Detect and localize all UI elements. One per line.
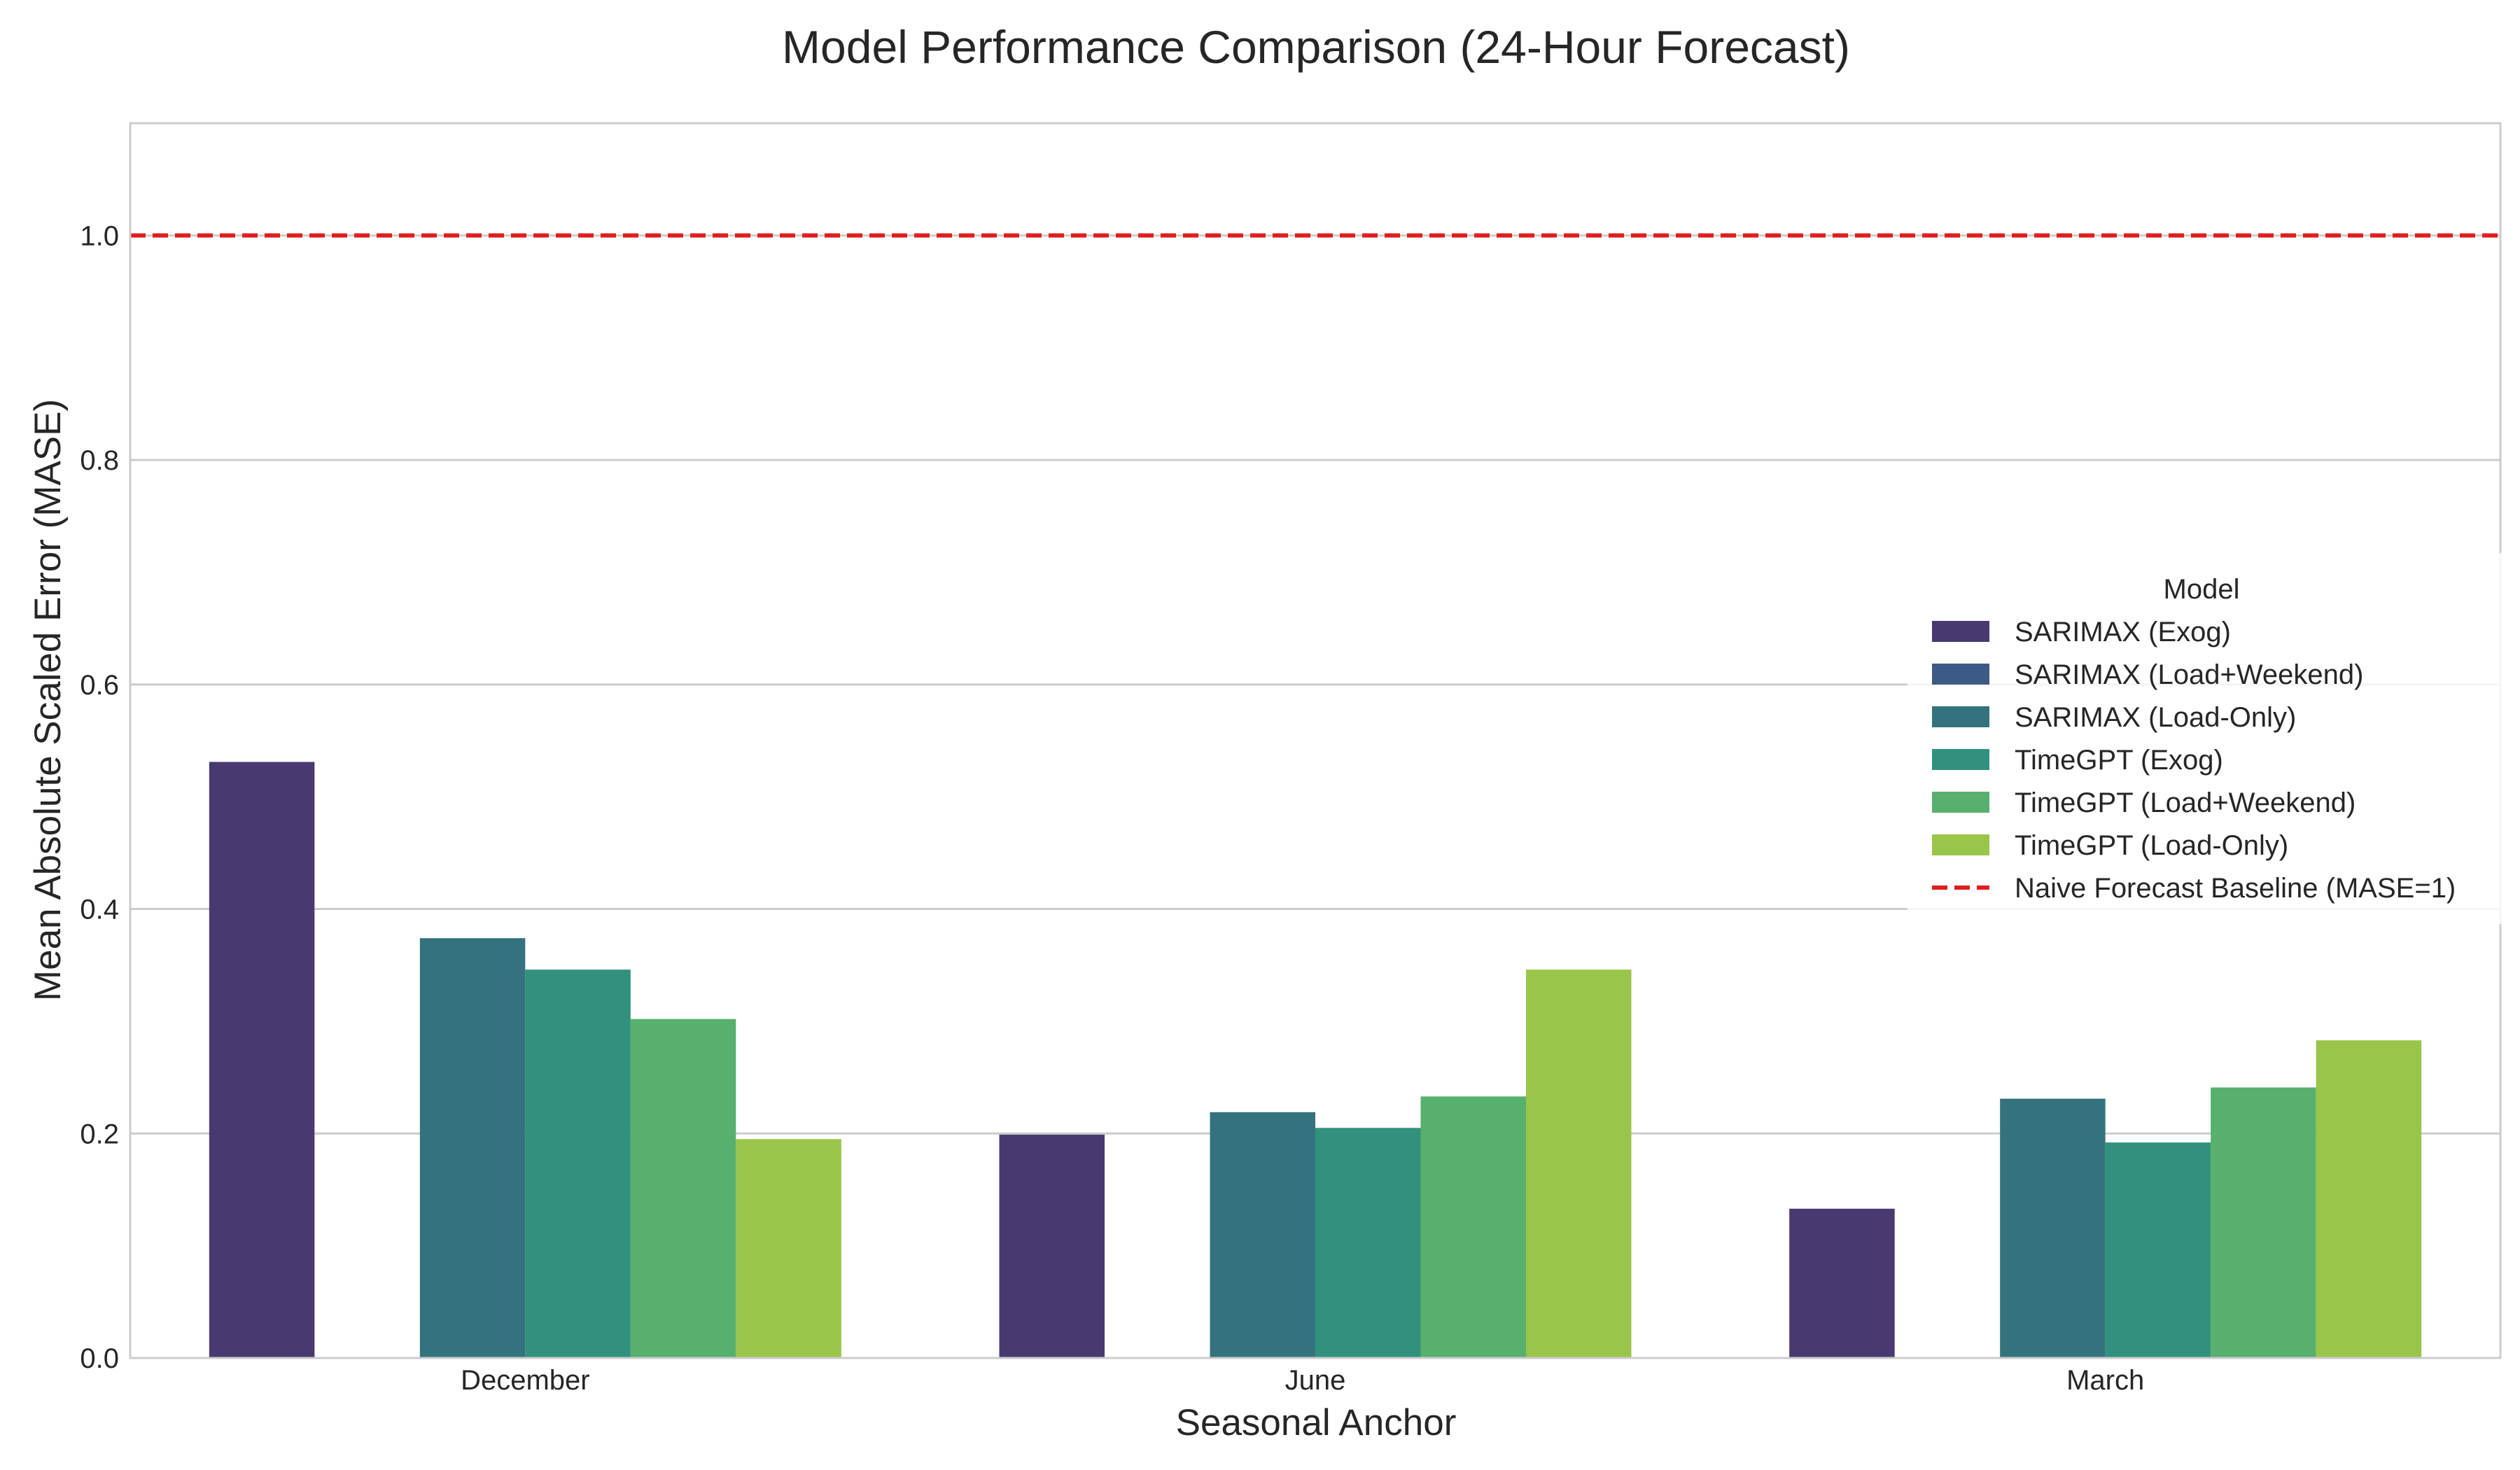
bar [209, 762, 315, 1358]
legend-swatch [1932, 834, 1989, 855]
legend-label: SARIMAX (Load+Weekend) [2015, 659, 2363, 690]
y-tick-label: 1.0 [80, 220, 119, 251]
bar [1420, 1096, 1526, 1358]
y-tick-label: 0.0 [80, 1343, 119, 1374]
legend-label: TimeGPT (Load-Only) [2015, 830, 2288, 861]
x-axis-label: Seasonal Anchor [1176, 1402, 1457, 1443]
legend-label: Naive Forecast Baseline (MASE=1) [2015, 873, 2456, 904]
bar [1315, 1128, 1421, 1358]
y-tick-label: 0.4 [80, 895, 119, 925]
legend-swatch [1932, 621, 1989, 642]
x-tick-label: December [461, 1365, 590, 1396]
bar [1789, 1208, 1895, 1358]
bar [1526, 969, 1632, 1358]
bar [736, 1139, 841, 1358]
x-axis-ticks: December June March [461, 1365, 2144, 1396]
legend-swatch [1932, 749, 1989, 770]
chart-title: Model Performance Comparison (24-Hour Fo… [782, 21, 1850, 73]
y-axis-label: Mean Absolute Scaled Error (MASE) [27, 399, 69, 1001]
y-tick-label: 0.2 [80, 1119, 119, 1149]
legend-label: SARIMAX (Exog) [2015, 617, 2231, 648]
legend-background [1907, 553, 2502, 924]
bar [2316, 1040, 2422, 1358]
legend-label: TimeGPT (Exog) [2015, 745, 2223, 776]
x-tick-label: June [1285, 1365, 1346, 1396]
bars [209, 762, 2422, 1358]
bar [2000, 1098, 2106, 1358]
x-tick-label: March [2066, 1365, 2144, 1396]
legend-swatch [1932, 664, 1989, 685]
legend: Model SARIMAX (Exog) SARIMAX (Load+Weeken… [1907, 553, 2502, 924]
legend-title: Model [2164, 574, 2240, 605]
bar [1210, 1112, 1315, 1358]
legend-label: SARIMAX (Load-Only) [2015, 702, 2296, 733]
y-tick-label: 0.6 [80, 670, 119, 701]
bar [419, 938, 526, 1358]
y-axis-ticks: 0.0 0.2 0.4 0.6 0.8 1.0 [80, 220, 119, 1374]
legend-items: SARIMAX (Exog) SARIMAX (Load+Weekend) SARI… [1932, 617, 2456, 904]
bar [2211, 1087, 2316, 1358]
legend-swatch [1932, 706, 1989, 727]
y-tick-label: 0.8 [80, 445, 119, 476]
bar [525, 969, 631, 1358]
bar [630, 1018, 736, 1358]
bar [999, 1134, 1105, 1358]
bar [2105, 1142, 2211, 1358]
legend-label: TimeGPT (Load+Weekend) [2015, 788, 2356, 818]
legend-swatch [1932, 792, 1989, 813]
